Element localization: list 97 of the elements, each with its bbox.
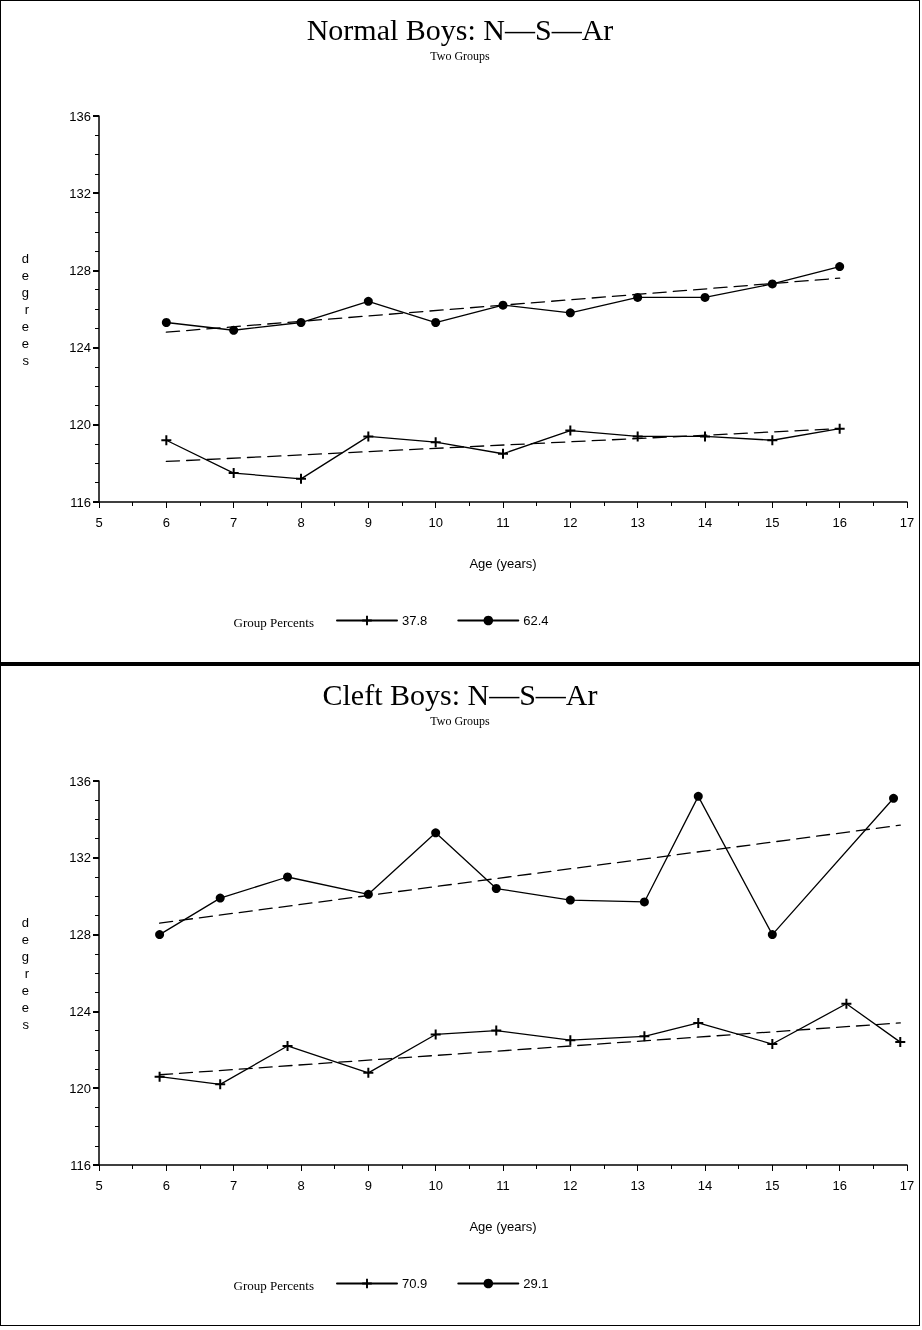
x-tick-label: 13 <box>630 1178 645 1193</box>
point <box>431 318 441 328</box>
point <box>498 448 508 459</box>
y-tick-label: 120 <box>69 417 91 433</box>
x-tick-label: 5 <box>95 515 103 530</box>
point <box>155 930 165 940</box>
legend-title: Group Percents <box>233 615 315 630</box>
point <box>228 468 239 479</box>
y-tick-label: 124 <box>69 340 91 356</box>
point <box>282 1040 293 1051</box>
x-tick-label: 15 <box>765 1178 780 1193</box>
y-tick-label: 136 <box>69 108 91 124</box>
chart-title: Normal Boys: N—S—Ar <box>306 12 614 46</box>
point <box>283 872 293 882</box>
x-tick-label: 8 <box>297 1178 305 1193</box>
point <box>491 1025 502 1036</box>
point <box>633 292 643 302</box>
y-tick-label: 132 <box>69 850 91 866</box>
x-tick-label: 12 <box>563 1178 578 1193</box>
point <box>161 435 172 446</box>
y-axis-title: degrees <box>21 914 30 1032</box>
point <box>639 1031 650 1042</box>
chart-title: Cleft Boys: N—S—Ar <box>322 677 598 711</box>
chart-subtitle: Two Groups <box>430 49 491 63</box>
y-tick-label: 116 <box>70 1157 91 1173</box>
x-axis-title: Age (years) <box>469 1219 537 1234</box>
x-tick-label: 12 <box>563 515 578 530</box>
x-tick-label: 9 <box>364 1178 372 1193</box>
point <box>363 296 373 306</box>
point <box>430 1029 441 1040</box>
point <box>700 431 710 442</box>
x-tick-label: 13 <box>630 515 645 530</box>
point <box>889 793 899 803</box>
x-tick-label: 11 <box>496 515 510 530</box>
x-tick-label: 8 <box>297 515 305 530</box>
y-tick-label: 128 <box>69 927 91 943</box>
point <box>430 437 441 448</box>
point <box>215 893 225 903</box>
point <box>161 318 171 328</box>
x-tick-label: 17 <box>899 1178 915 1193</box>
point <box>565 1035 576 1046</box>
point <box>363 431 374 442</box>
x-tick-label: 6 <box>162 515 170 530</box>
x-tick-label: 10 <box>428 1178 443 1193</box>
point <box>565 308 575 318</box>
point <box>834 423 845 434</box>
chart-subtitle: Two Groups <box>430 714 491 728</box>
point <box>693 791 703 801</box>
y-tick-label: 116 <box>70 494 91 510</box>
point <box>491 884 501 894</box>
x-tick-label: 7 <box>230 1178 238 1193</box>
point <box>296 318 306 328</box>
point <box>363 1067 374 1078</box>
legend-label: 29.1 <box>523 1276 549 1291</box>
point <box>693 1017 704 1028</box>
point <box>841 998 852 1009</box>
x-tick-label: 14 <box>697 515 713 530</box>
x-tick-label: 16 <box>832 1178 847 1193</box>
point <box>767 930 777 940</box>
point <box>154 1071 165 1082</box>
point <box>632 431 643 442</box>
point <box>767 279 777 289</box>
legend-label: 70.9 <box>402 1276 428 1291</box>
point <box>700 292 710 302</box>
y-tick-label: 124 <box>69 1003 91 1019</box>
legend-label: 62.4 <box>523 613 549 628</box>
x-tick-label: 11 <box>496 1178 510 1193</box>
x-axis-title: Age (years) <box>469 556 537 571</box>
point <box>767 435 778 446</box>
y-tick-label: 128 <box>69 262 91 278</box>
x-tick-label: 14 <box>697 1178 713 1193</box>
x-tick-label: 10 <box>428 515 443 530</box>
legend-title: Group Percents <box>233 1278 315 1293</box>
x-tick-label: 7 <box>230 515 238 530</box>
point <box>767 1039 778 1050</box>
point <box>565 895 575 905</box>
point <box>431 828 441 838</box>
point <box>498 300 508 310</box>
x-tick-label: 5 <box>95 1178 103 1193</box>
y-axis-title: degrees <box>21 250 30 368</box>
point <box>835 262 845 272</box>
y-tick-label: 132 <box>69 185 91 201</box>
point <box>215 1079 226 1090</box>
y-tick-label: 120 <box>69 1080 91 1096</box>
point <box>565 425 576 436</box>
x-tick-label: 6 <box>162 1178 170 1193</box>
legend-label: 37.8 <box>402 613 428 628</box>
point <box>229 325 239 335</box>
x-tick-label: 16 <box>832 515 847 530</box>
y-tick-label: 136 <box>69 773 91 789</box>
x-tick-label: 17 <box>899 515 915 530</box>
x-tick-label: 15 <box>765 515 780 530</box>
point <box>296 473 306 484</box>
point <box>363 889 373 899</box>
point <box>639 897 649 907</box>
x-tick-label: 9 <box>364 515 372 530</box>
point <box>895 1037 906 1048</box>
